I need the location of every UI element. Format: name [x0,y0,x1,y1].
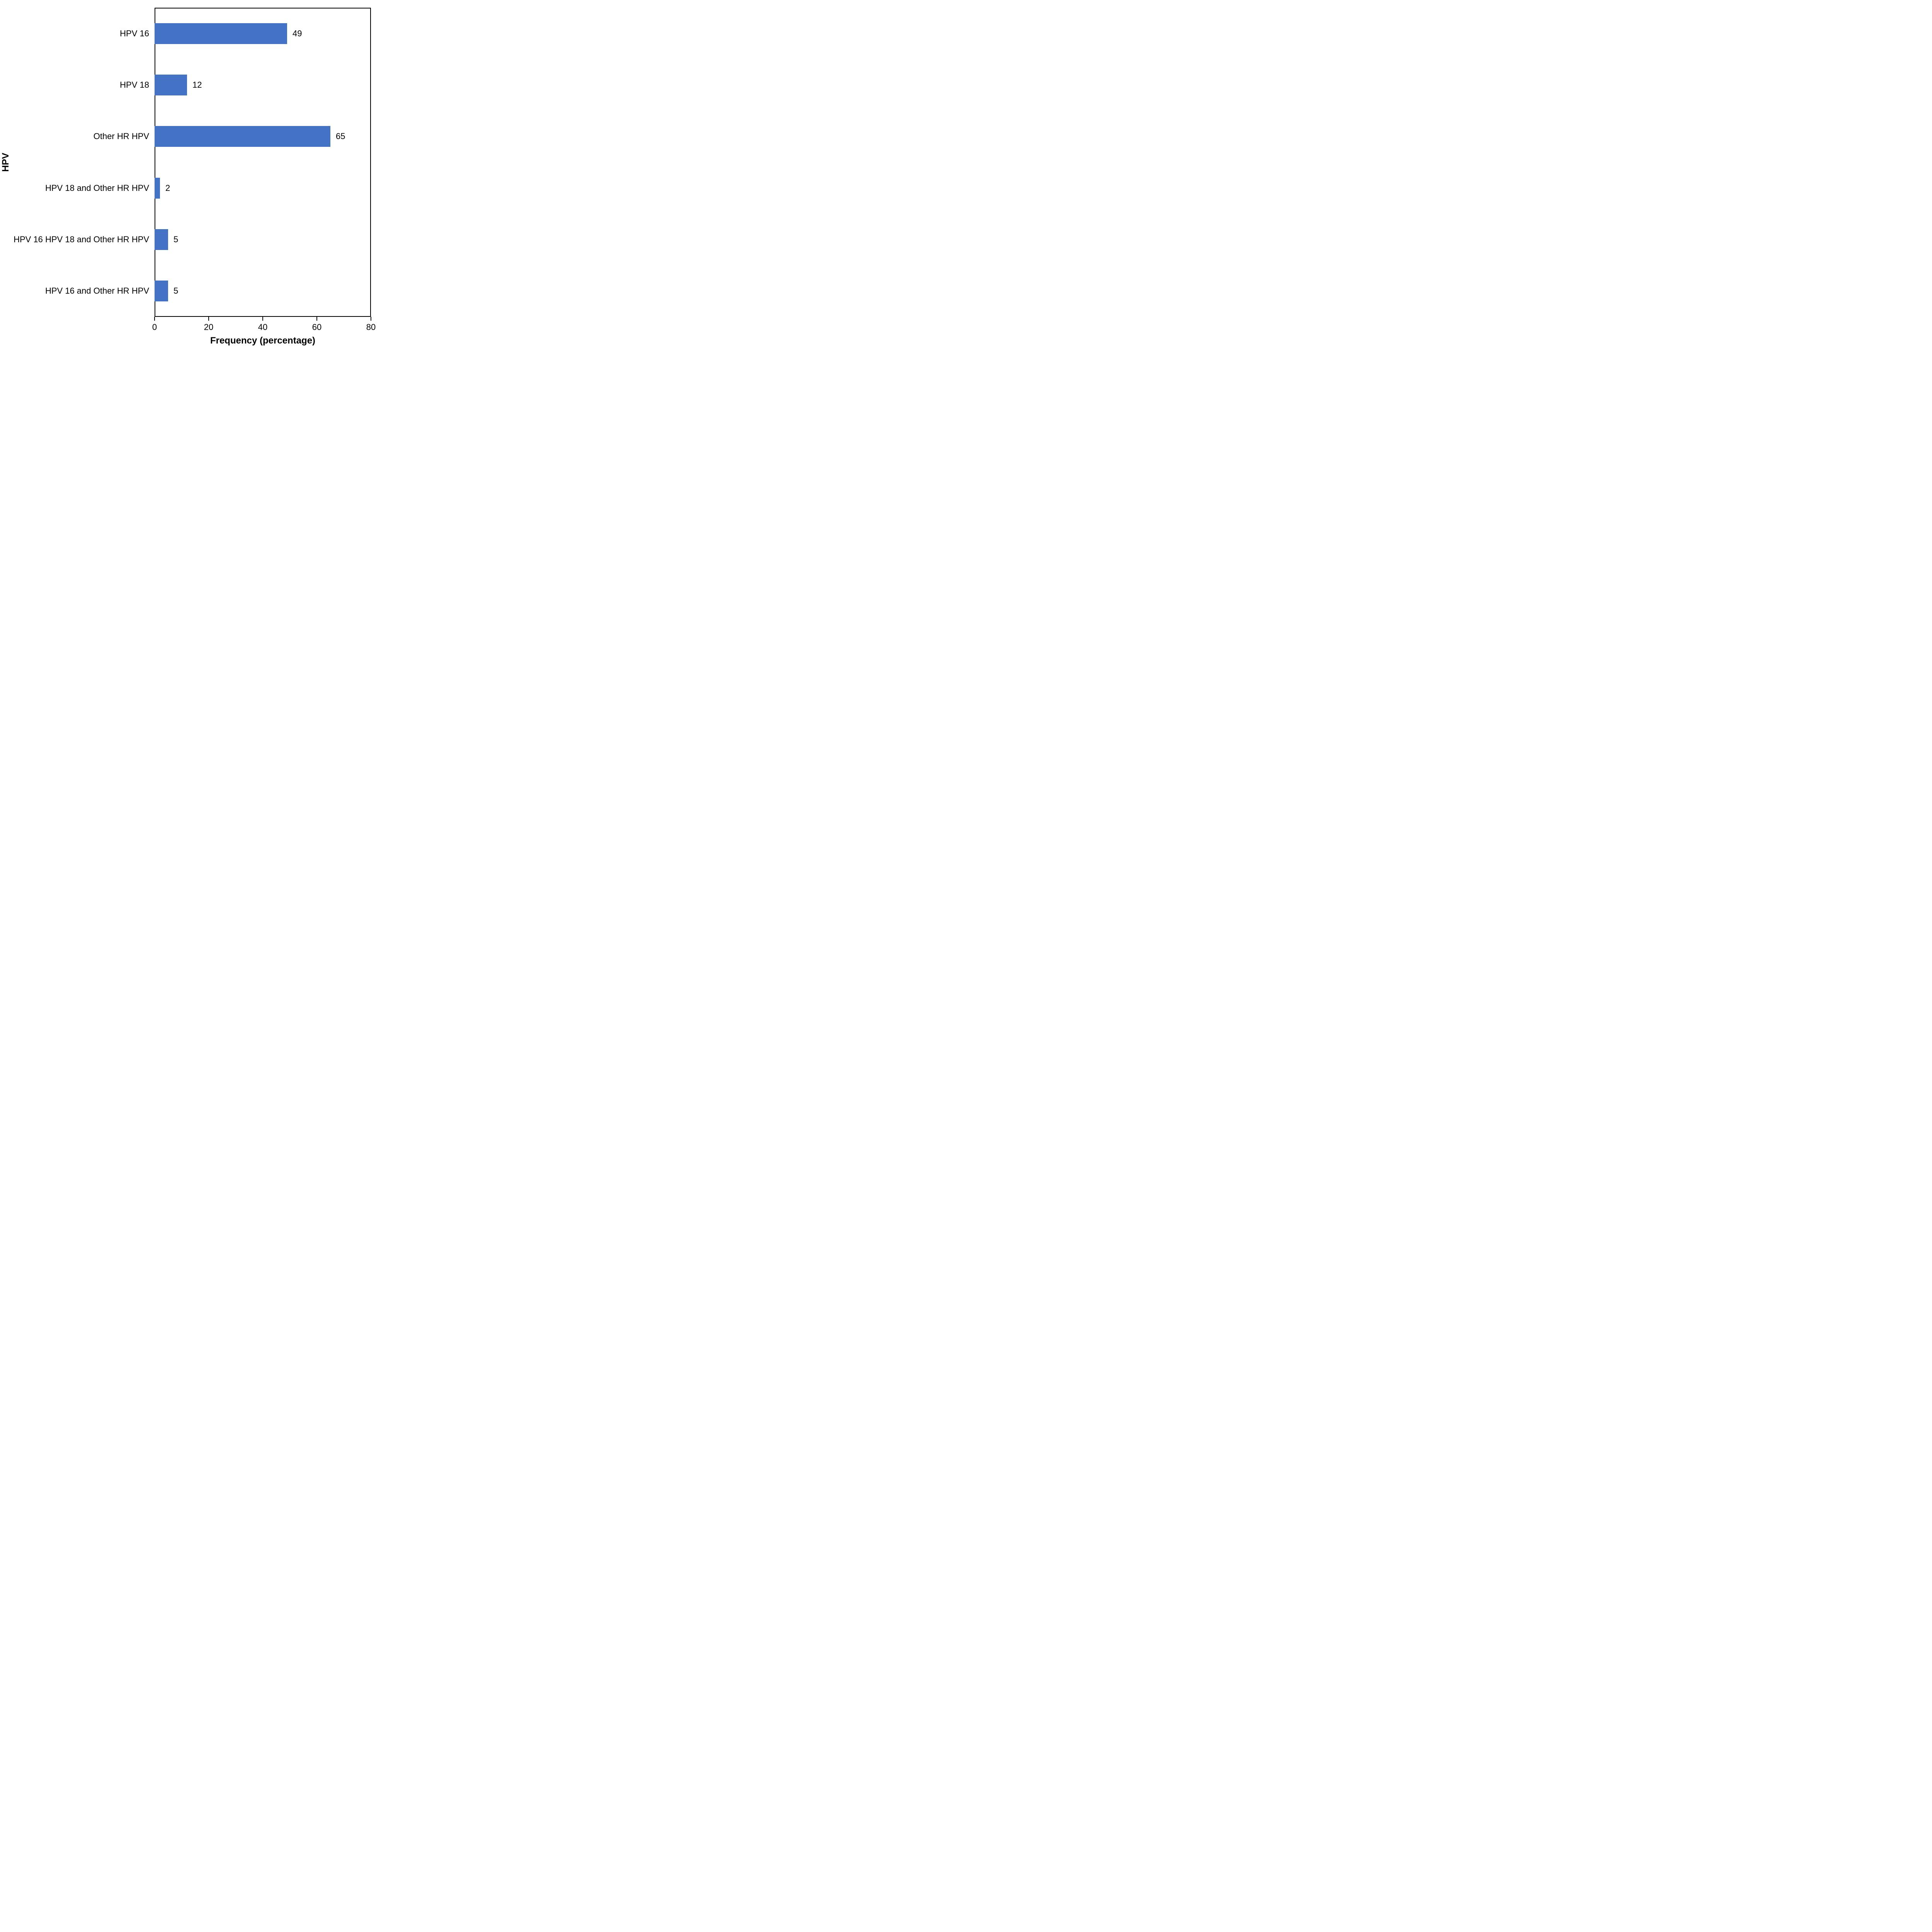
category-label: HPV 18 [4,80,149,90]
x-tick [262,317,263,321]
x-tick [316,317,317,321]
hpv-frequency-chart: HPV Frequency (percentage) 49 HPV 16 12 HPV… [0,0,386,348]
bar [155,178,160,199]
category-label: HPV 16 [4,29,149,39]
bar-value-label: 5 [173,235,178,245]
x-tick [154,317,155,321]
bar [155,75,187,95]
bar [155,126,330,147]
bar-value-label: 12 [192,80,202,90]
bar-value-label: 65 [336,131,345,141]
bar [155,281,168,301]
bar-value-label: 2 [165,183,170,193]
x-tick-label: 60 [312,322,321,332]
x-tick [208,317,209,321]
y-axis-title: HPV [0,153,11,172]
plot-area [155,8,371,317]
x-tick-label: 40 [258,322,267,332]
x-axis-title: Frequency (percentage) [210,335,315,346]
bar-value-label: 49 [293,29,302,39]
x-tick-label: 80 [366,322,376,332]
x-tick-label: 0 [152,322,157,332]
bar [155,23,287,44]
category-label: Other HR HPV [4,131,149,141]
x-tick-label: 20 [204,322,213,332]
category-label: HPV 16 and Other HR HPV [4,286,149,296]
category-label: HPV 18 and Other HR HPV [4,183,149,193]
category-label: HPV 16 HPV 18 and Other HR HPV [4,235,149,245]
bar [155,229,168,250]
bar-value-label: 5 [173,286,178,296]
